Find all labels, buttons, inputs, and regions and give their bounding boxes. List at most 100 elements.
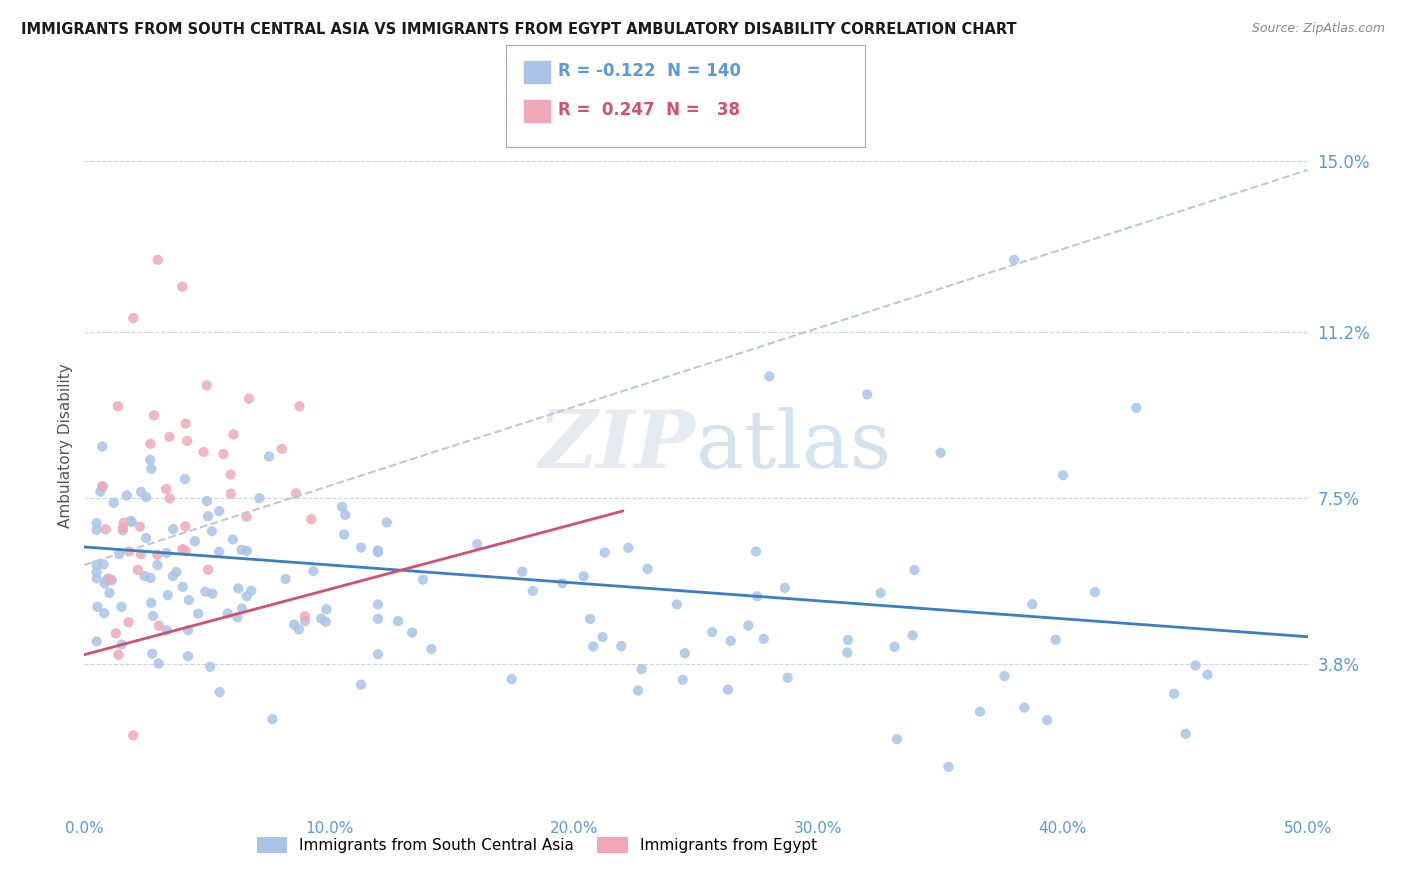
Point: [270, 442, 292, 456]
Y-axis label: Ambulatory Disability: Ambulatory Disability: [58, 364, 73, 528]
Point: [139, 452, 162, 467]
Point: [335, 508, 357, 522]
Point: [139, 436, 162, 450]
Point: [627, 683, 650, 698]
Legend: Immigrants from South Central Asia, Immigrants from Egypt: Immigrants from South Central Asia, Immi…: [250, 830, 824, 859]
Point: [208, 504, 231, 518]
Point: [146, 252, 169, 267]
Point: [89, 484, 111, 499]
Point: [579, 612, 602, 626]
Point: [122, 728, 145, 742]
Point: [903, 563, 925, 577]
Point: [274, 572, 297, 586]
Point: [869, 586, 891, 600]
Point: [231, 542, 253, 557]
Point: [93, 576, 115, 591]
Point: [217, 607, 239, 621]
Point: [177, 623, 200, 637]
Point: [91, 480, 114, 494]
Point: [758, 369, 780, 384]
Text: ZIP: ZIP: [538, 408, 696, 484]
Text: IMMIGRANTS FROM SOUTH CENTRAL ASIA VS IMMIGRANTS FROM EGYPT AMBULATORY DISABILIT: IMMIGRANTS FROM SOUTH CENTRAL ASIA VS IM…: [21, 22, 1017, 37]
Point: [700, 625, 723, 640]
Point: [94, 522, 117, 536]
Point: [135, 490, 157, 504]
Point: [103, 496, 125, 510]
Point: [752, 632, 775, 646]
Point: [737, 618, 759, 632]
Point: [115, 488, 138, 502]
Point: [148, 657, 170, 671]
Point: [1197, 667, 1219, 681]
Point: [86, 634, 108, 648]
Point: [155, 624, 177, 638]
Point: [283, 617, 305, 632]
Text: R = -0.122  N = 140: R = -0.122 N = 140: [558, 62, 741, 80]
Point: [120, 514, 142, 528]
Point: [187, 607, 209, 621]
Point: [184, 534, 207, 549]
Point: [200, 659, 222, 673]
Point: [97, 571, 120, 585]
Point: [572, 569, 595, 583]
Point: [142, 409, 165, 423]
Point: [367, 543, 389, 558]
Point: [901, 628, 924, 642]
Point: [231, 601, 253, 615]
Point: [86, 523, 108, 537]
Point: [165, 565, 187, 579]
Point: [886, 732, 908, 747]
Point: [837, 646, 859, 660]
Point: [299, 512, 322, 526]
Point: [222, 533, 245, 547]
Point: [201, 587, 224, 601]
Point: [302, 564, 325, 578]
Point: [236, 544, 259, 558]
Text: Source: ZipAtlas.com: Source: ZipAtlas.com: [1251, 22, 1385, 36]
Point: [208, 685, 231, 699]
Point: [108, 547, 131, 561]
Point: [177, 593, 200, 607]
Point: [717, 682, 740, 697]
Point: [350, 678, 373, 692]
Point: [1184, 658, 1206, 673]
Point: [375, 516, 398, 530]
Point: [592, 630, 614, 644]
Point: [522, 583, 544, 598]
Text: atlas: atlas: [696, 407, 891, 485]
Point: [367, 647, 389, 661]
Point: [128, 520, 150, 534]
Point: [412, 573, 434, 587]
Point: [294, 609, 316, 624]
Point: [1021, 597, 1043, 611]
Point: [142, 609, 165, 624]
Point: [776, 671, 799, 685]
Point: [118, 544, 141, 558]
Point: [350, 541, 373, 555]
Point: [720, 633, 742, 648]
Point: [315, 602, 337, 616]
Point: [294, 614, 316, 628]
Point: [127, 563, 149, 577]
Point: [637, 562, 659, 576]
Point: [367, 598, 389, 612]
Point: [630, 662, 652, 676]
Point: [1002, 252, 1025, 267]
Point: [238, 392, 260, 406]
Point: [673, 646, 696, 660]
Point: [617, 541, 640, 555]
Point: [197, 509, 219, 524]
Point: [156, 588, 179, 602]
Point: [86, 599, 108, 614]
Point: [465, 537, 488, 551]
Point: [856, 387, 879, 401]
Point: [222, 427, 245, 442]
Point: [129, 547, 152, 561]
Point: [174, 472, 197, 486]
Point: [172, 279, 194, 293]
Point: [107, 399, 129, 413]
Point: [367, 612, 389, 626]
Point: [155, 546, 177, 560]
Point: [773, 581, 796, 595]
Point: [1084, 585, 1107, 599]
